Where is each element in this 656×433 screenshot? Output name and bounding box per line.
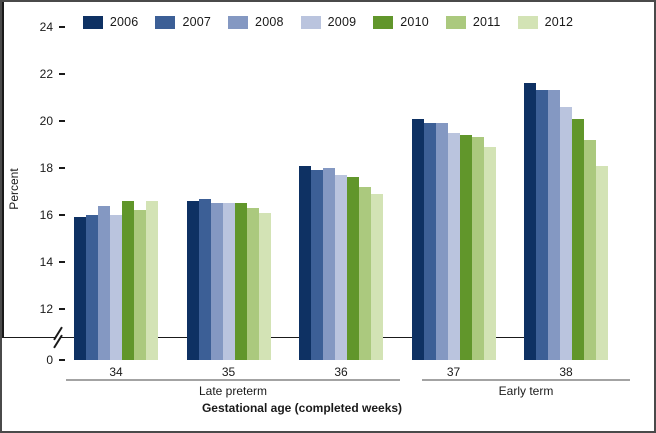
bar-2009-35	[222, 203, 235, 360]
legend-label: 2008	[255, 15, 284, 29]
y-tick-label-12: 12	[39, 302, 53, 316]
y-tick-label-16: 16	[39, 208, 53, 222]
bar-2008-36	[323, 168, 335, 360]
y-tick-24	[59, 26, 65, 28]
bar-2008-38	[548, 90, 560, 360]
y-tick-label-24: 24	[39, 20, 53, 34]
legend-swatch-icon	[82, 15, 103, 29]
bar-2007-38	[536, 90, 548, 360]
y-axis-title: Percent	[7, 168, 21, 210]
legend-label: 2011	[472, 15, 501, 29]
y-tick-label-20: 20	[39, 114, 53, 128]
bar-2008-35	[210, 203, 223, 360]
bar-2006-35	[186, 200, 199, 360]
bar-2006-37	[411, 118, 424, 360]
y-tick-12	[59, 308, 65, 310]
bar-2010-37	[459, 135, 472, 360]
legend-label: 2007	[182, 15, 212, 29]
y-tick-label-14: 14	[39, 255, 53, 269]
legend-swatch-icon	[445, 15, 466, 29]
legend-swatch-icon	[517, 15, 538, 29]
section-label-0: Late preterm	[198, 384, 268, 398]
bar-2009-38	[560, 106, 572, 360]
y-tick-22	[59, 73, 65, 75]
bar-2006-38	[524, 83, 536, 360]
legend-item-2010: 2010	[373, 15, 429, 29]
x-category-label-36: 36	[334, 365, 348, 379]
bar-2009-34	[110, 215, 122, 360]
x-axis-title: Gestational age (completed weeks)	[201, 401, 403, 415]
y-tick-20	[59, 120, 65, 122]
bar-2009-36	[335, 175, 347, 360]
bar-2012-34	[146, 200, 158, 360]
legend-item-2006: 2006	[82, 15, 139, 29]
legend-item-2007: 2007	[155, 15, 211, 29]
bar-2011-38	[584, 139, 596, 360]
bar-2009-37	[447, 132, 460, 360]
legend-item-2009: 2009	[300, 15, 357, 29]
y-tick-18	[59, 167, 65, 169]
legend-label: 2010	[400, 15, 429, 29]
legend-swatch-icon	[155, 15, 176, 29]
bar-2006-36	[299, 165, 311, 360]
bar-2012-36	[371, 193, 383, 360]
bar-2011-35	[246, 207, 259, 360]
y-tick-0	[59, 359, 65, 361]
bar-2010-36	[347, 177, 359, 360]
bar-2011-36	[359, 186, 371, 360]
legend-item-2012: 2012	[517, 15, 574, 29]
x-axis-line	[2, 336, 574, 338]
bar-2007-35	[198, 198, 211, 360]
y-tick-16	[59, 214, 65, 216]
section-label-1: Early term	[498, 384, 554, 398]
y-tick-14	[59, 261, 65, 263]
bar-2011-37	[471, 137, 484, 360]
section-line-1	[422, 379, 630, 381]
y-tick-label-18: 18	[39, 161, 53, 175]
legend-label: 2012	[544, 15, 574, 29]
bar-2011-34	[134, 210, 146, 360]
legend-swatch-icon	[373, 15, 394, 29]
legend-swatch-icon	[300, 15, 321, 29]
bar-2010-34	[122, 200, 134, 360]
x-category-label-37: 37	[446, 365, 461, 379]
bar-2007-34	[86, 215, 98, 360]
x-category-label-35: 35	[221, 365, 236, 379]
bar-2010-38	[572, 118, 584, 360]
bar-2010-35	[234, 203, 247, 360]
bar-2012-38	[596, 165, 608, 360]
bar-2007-36	[311, 170, 323, 360]
bar-2007-37	[423, 123, 436, 360]
bar-2008-37	[435, 123, 448, 360]
bar-2006-34	[74, 217, 86, 360]
legend-item-2008: 2008	[228, 15, 284, 29]
bar-2012-37	[483, 146, 496, 360]
legend-label: 2006	[109, 15, 139, 29]
x-category-label-34: 34	[109, 365, 123, 379]
legend-item-2011: 2011	[445, 15, 501, 29]
legend-swatch-icon	[228, 15, 249, 29]
bar-2008-34	[98, 205, 110, 360]
y-tick-label-22: 22	[39, 67, 53, 81]
legend: 2006 2007 2008 2009 2010 2011 2012	[2, 15, 654, 29]
y-axis-line	[2, 2, 4, 337]
bar-2012-35	[258, 212, 271, 360]
y-tick-label-0: 0	[46, 353, 53, 367]
section-line-0	[66, 379, 400, 381]
x-category-label-38: 38	[559, 365, 573, 379]
legend-label: 2009	[327, 15, 357, 29]
